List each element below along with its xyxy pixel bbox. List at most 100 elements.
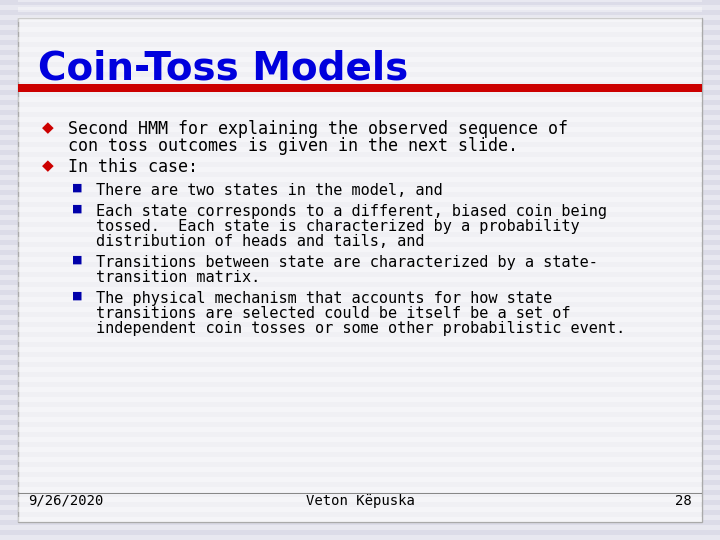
Text: transition matrix.: transition matrix. — [96, 270, 260, 285]
Text: Coin-Toss Models: Coin-Toss Models — [38, 50, 408, 88]
Bar — [18, 267, 702, 272]
Bar — [0, 215, 720, 220]
Bar — [18, 387, 702, 392]
Bar — [18, 287, 702, 292]
Bar — [0, 265, 720, 270]
Bar — [0, 315, 720, 320]
Bar — [18, 247, 702, 252]
Text: Second HMM for explaining the observed sequence of: Second HMM for explaining the observed s… — [68, 120, 568, 138]
Bar — [18, 84, 702, 92]
Bar — [0, 105, 720, 110]
Bar — [18, 407, 702, 412]
Bar — [18, 217, 702, 222]
Bar — [18, 307, 702, 312]
Text: ■: ■ — [72, 183, 83, 193]
Bar — [18, 7, 702, 12]
Bar — [0, 495, 720, 500]
Bar — [18, 117, 702, 122]
Bar — [18, 37, 702, 42]
Bar — [18, 447, 702, 452]
Bar — [18, 437, 702, 442]
Bar — [18, 227, 702, 232]
Bar — [18, 297, 702, 302]
Bar — [0, 485, 720, 490]
Bar — [0, 65, 720, 70]
Text: independent coin tosses or some other probabilistic event.: independent coin tosses or some other pr… — [96, 321, 625, 336]
Bar — [0, 155, 720, 160]
Text: ■: ■ — [72, 255, 83, 265]
Bar — [18, 27, 702, 32]
Bar — [18, 47, 702, 52]
Bar — [18, 197, 702, 202]
Text: distribution of heads and tails, and: distribution of heads and tails, and — [96, 234, 425, 249]
Bar — [0, 355, 720, 360]
Bar — [0, 395, 720, 400]
Bar — [0, 235, 720, 240]
Bar — [18, 427, 702, 432]
Bar — [0, 505, 720, 510]
Bar — [18, 67, 702, 72]
Bar — [0, 335, 720, 340]
Text: Each state corresponds to a different, biased coin being: Each state corresponds to a different, b… — [96, 204, 607, 219]
Text: There are two states in the model, and: There are two states in the model, and — [96, 183, 443, 198]
Bar — [0, 225, 720, 230]
Bar — [0, 125, 720, 130]
Text: The physical mechanism that accounts for how state: The physical mechanism that accounts for… — [96, 291, 552, 306]
Bar — [0, 425, 720, 430]
Bar — [18, 237, 702, 242]
Bar — [0, 35, 720, 40]
Bar — [18, 397, 702, 402]
Bar — [18, 377, 702, 382]
Bar — [0, 195, 720, 200]
Bar — [18, 17, 702, 22]
Bar — [0, 465, 720, 470]
Text: Veton Këpuska: Veton Këpuska — [305, 494, 415, 508]
Bar — [18, 327, 702, 332]
Bar — [0, 95, 720, 100]
Bar — [18, 87, 702, 92]
Bar — [0, 185, 720, 190]
Bar — [0, 365, 720, 370]
Bar — [18, 187, 702, 192]
Text: ■: ■ — [72, 204, 83, 214]
Bar — [0, 435, 720, 440]
Bar — [0, 25, 720, 30]
Text: con toss outcomes is given in the next slide.: con toss outcomes is given in the next s… — [68, 137, 518, 155]
Text: In this case:: In this case: — [68, 158, 198, 176]
Text: ◆: ◆ — [42, 120, 54, 135]
Bar — [18, 147, 702, 152]
Bar — [0, 405, 720, 410]
Bar — [18, 347, 702, 352]
Bar — [18, 137, 702, 142]
Bar — [0, 325, 720, 330]
Bar — [0, 525, 720, 530]
Bar — [0, 15, 720, 20]
Bar — [18, 507, 702, 512]
Bar — [0, 115, 720, 120]
Bar — [0, 245, 720, 250]
Bar — [18, 493, 702, 494]
Bar — [0, 5, 720, 10]
Text: Transitions between state are characterized by a state-: Transitions between state are characteri… — [96, 255, 598, 270]
Bar — [18, 0, 702, 2]
Bar — [18, 97, 702, 102]
Bar — [0, 135, 720, 140]
Bar — [0, 415, 720, 420]
Text: 28: 28 — [675, 494, 692, 508]
Bar — [18, 157, 702, 162]
Bar — [18, 467, 702, 472]
Bar — [0, 205, 720, 210]
Bar — [0, 345, 720, 350]
Bar — [0, 475, 720, 480]
Bar — [0, 165, 720, 170]
Bar — [18, 77, 702, 82]
Bar — [18, 417, 702, 422]
Text: 9/26/2020: 9/26/2020 — [28, 494, 104, 508]
Bar — [18, 127, 702, 132]
Bar — [0, 275, 720, 280]
Bar — [18, 517, 702, 522]
Text: ■: ■ — [72, 291, 83, 301]
Bar — [0, 175, 720, 180]
Bar — [18, 177, 702, 182]
Bar — [18, 497, 702, 502]
